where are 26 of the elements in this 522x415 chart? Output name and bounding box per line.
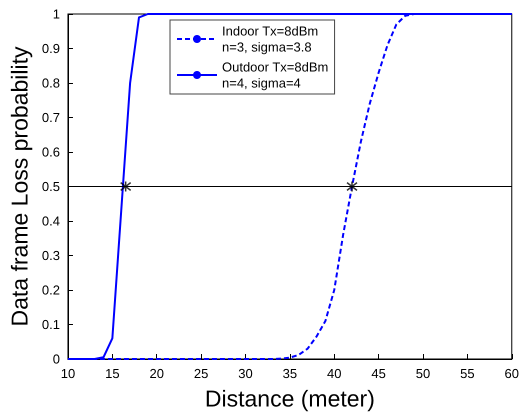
y-tick-label: 0.2 bbox=[42, 282, 60, 298]
y-tick-label: 1 bbox=[52, 6, 60, 22]
x-tick-label: 35 bbox=[282, 366, 298, 381]
y-tick-label: 0.7 bbox=[42, 110, 60, 125]
x-tick-label: 10 bbox=[60, 366, 76, 381]
x-tick-label: 40 bbox=[327, 366, 342, 381]
y-tick-label: 0 bbox=[52, 352, 60, 366]
y-tick-label: 0.5 bbox=[42, 179, 60, 194]
legend-label: Indoor Tx=8dBm n=3, sigma=3.8 bbox=[222, 24, 318, 54]
y-tick-label: 0.4 bbox=[42, 214, 60, 228]
x-tick-label: 55 bbox=[460, 366, 475, 381]
y-tick-label: 0.6 bbox=[42, 144, 60, 160]
x-tick-label: 45 bbox=[371, 366, 386, 381]
x-tick-label: 50 bbox=[416, 366, 430, 381]
x-tick-label: 30 bbox=[238, 366, 253, 381]
legend-label: Outdoor Tx=8dBm n=4, sigma=4 bbox=[222, 60, 328, 90]
y-tick-label: 0.8 bbox=[42, 76, 60, 90]
x-tick-label: 15 bbox=[105, 366, 120, 381]
x-axis-title: Distance (meter) bbox=[204, 386, 375, 412]
y-tick-label: 0.3 bbox=[42, 248, 60, 263]
x-tick-label: 60 bbox=[504, 366, 520, 381]
y-tick-label: 0.9 bbox=[42, 41, 60, 56]
x-tick-label: 25 bbox=[194, 366, 208, 381]
y-tick-label: 0.1 bbox=[42, 317, 60, 332]
y-axis-title: Data frame Loss probability bbox=[6, 46, 32, 326]
x-tick-label: 20 bbox=[149, 366, 164, 381]
